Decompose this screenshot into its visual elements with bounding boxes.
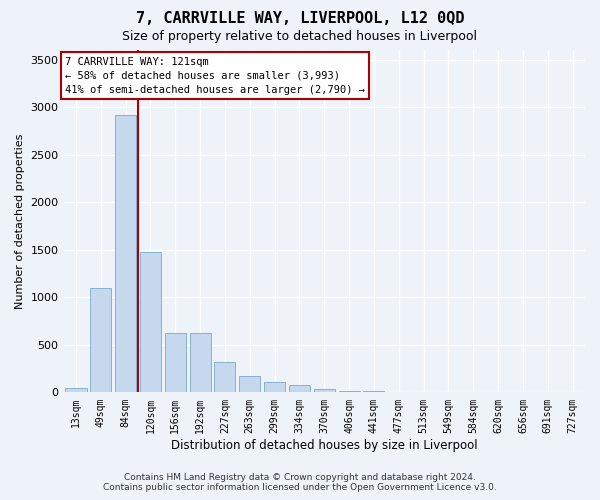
Bar bbox=[190, 332, 211, 392]
Text: Size of property relative to detached houses in Liverpool: Size of property relative to detached ho… bbox=[122, 30, 478, 43]
Bar bbox=[338, 390, 359, 392]
Text: Contains HM Land Registry data © Crown copyright and database right 2024.
Contai: Contains HM Land Registry data © Crown c… bbox=[103, 473, 497, 492]
Bar bbox=[239, 376, 260, 392]
Text: 7 CARRVILLE WAY: 121sqm
← 58% of detached houses are smaller (3,993)
41% of semi: 7 CARRVILLE WAY: 121sqm ← 58% of detache… bbox=[65, 56, 365, 94]
Bar bbox=[314, 388, 335, 392]
Bar bbox=[115, 114, 136, 392]
Bar bbox=[90, 288, 112, 393]
Bar bbox=[65, 388, 86, 392]
Text: 7, CARRVILLE WAY, LIVERPOOL, L12 0QD: 7, CARRVILLE WAY, LIVERPOOL, L12 0QD bbox=[136, 11, 464, 26]
Bar bbox=[264, 382, 285, 392]
X-axis label: Distribution of detached houses by size in Liverpool: Distribution of detached houses by size … bbox=[171, 440, 478, 452]
Bar bbox=[289, 385, 310, 392]
Bar bbox=[140, 252, 161, 392]
Bar bbox=[214, 362, 235, 392]
Bar bbox=[165, 332, 186, 392]
Y-axis label: Number of detached properties: Number of detached properties bbox=[15, 134, 25, 309]
